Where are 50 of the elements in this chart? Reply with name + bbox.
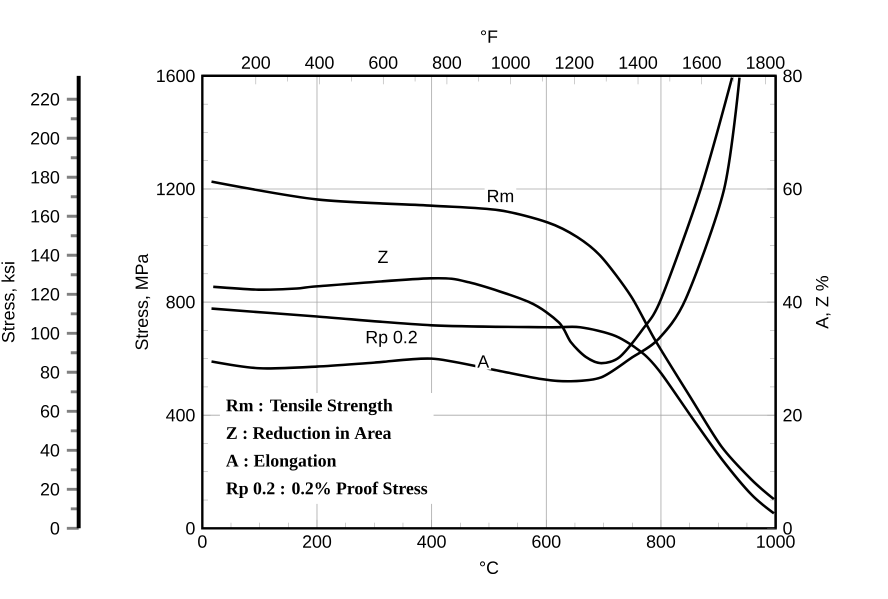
x2-tick-label: 1400 bbox=[620, 56, 658, 70]
x2-tick-label: 200 bbox=[242, 56, 270, 70]
x-tick-label: 800 bbox=[646, 536, 676, 548]
x-tick-label: 400 bbox=[417, 536, 446, 548]
y3-tick-label: 120 bbox=[32, 288, 60, 301]
y-tick-label: 800 bbox=[166, 296, 195, 309]
y3-tick-label: 60 bbox=[40, 405, 60, 418]
x-tick-label: 600 bbox=[532, 536, 560, 548]
y3-tick-label: 100 bbox=[32, 327, 60, 340]
x-tick-label: 1000 bbox=[757, 536, 795, 548]
y2-tick-label: 80 bbox=[783, 70, 802, 82]
x-tick-label: 0 bbox=[198, 536, 207, 548]
annotation: A : Elongation bbox=[226, 454, 336, 471]
x2-tick-label: 800 bbox=[432, 56, 462, 70]
y2-axis-title: A, Z % bbox=[816, 276, 831, 329]
x2-tick-label: 600 bbox=[369, 56, 398, 70]
y3-tick-label: 20 bbox=[40, 483, 60, 496]
y2-tick-label: 40 bbox=[782, 296, 802, 309]
x2-tick-label: 1200 bbox=[556, 56, 594, 70]
y3-tick-label: 80 bbox=[40, 366, 60, 379]
x2-tick-label: 1000 bbox=[492, 56, 530, 70]
series-label: Z bbox=[378, 250, 388, 264]
annotation: Z : Reduction in Area bbox=[226, 426, 392, 440]
y-tick-label: 1600 bbox=[157, 70, 195, 82]
y-tick-label: 400 bbox=[166, 409, 195, 422]
y3-tick-label: 160 bbox=[32, 210, 60, 223]
y-axis-title: Stress, MPa bbox=[135, 254, 150, 350]
y3-tick-label: 220 bbox=[31, 93, 60, 106]
y3-tick-label: 40 bbox=[40, 444, 60, 457]
y2-tick-label: 20 bbox=[783, 409, 802, 422]
y3-tick-label: 180 bbox=[32, 171, 60, 184]
y2-tick-label: 0 bbox=[783, 522, 792, 535]
y2-tick-label: 60 bbox=[783, 182, 802, 196]
y3-tick-label: 200 bbox=[31, 132, 60, 145]
annotation: Rm : Tensile Strength bbox=[226, 399, 393, 416]
x2-tick-label: 1600 bbox=[683, 56, 721, 70]
y3-axis-title: Stress, ksi bbox=[1, 262, 17, 342]
y-tick-label: 0 bbox=[186, 522, 195, 535]
series-label: A bbox=[477, 356, 490, 368]
y3-tick-label: 0 bbox=[50, 522, 60, 535]
x-axis-title: °C bbox=[480, 562, 498, 574]
series-label: Rm bbox=[488, 190, 514, 202]
x2-axis-title: °F bbox=[481, 30, 498, 43]
y3-tick-label: 140 bbox=[32, 249, 60, 262]
annotation: Rp 0.2 : 0.2% Proof Stress bbox=[226, 482, 428, 498]
x2-tick-label: 1800 bbox=[747, 56, 784, 70]
series-label: Rp 0.2 bbox=[366, 331, 417, 348]
x2-tick-label: 400 bbox=[305, 56, 334, 70]
y-tick-label: 1200 bbox=[157, 182, 195, 196]
x-tick-label: 200 bbox=[303, 536, 332, 548]
